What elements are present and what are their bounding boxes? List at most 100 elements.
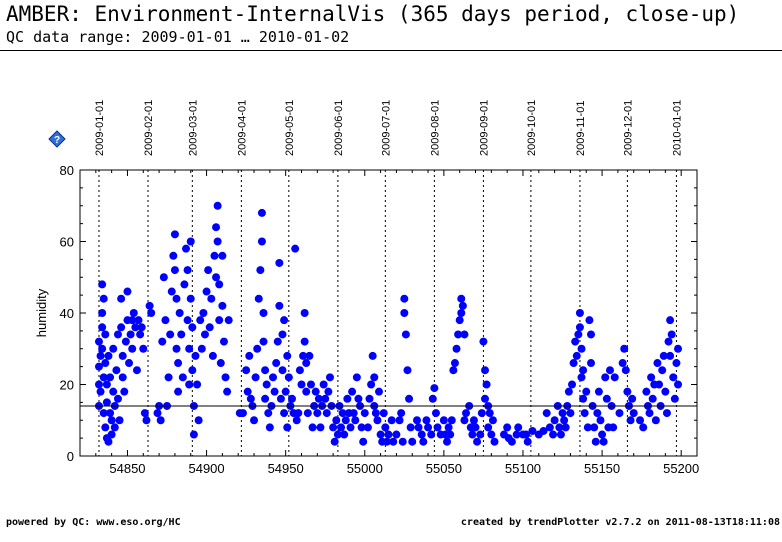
data-point [106,409,115,418]
data-point [121,337,130,346]
plot-frame [79,169,698,457]
data-point [189,430,198,439]
data-point [430,384,439,393]
data-point [528,426,537,435]
data-point [401,330,410,339]
data-point [577,373,586,382]
data-point [639,423,648,432]
data-point [457,309,466,317]
data-point [343,394,352,403]
data-point [572,351,581,360]
y-tick-label: 80 [60,163,74,178]
data-point [212,223,221,232]
data-point [276,394,285,403]
data-point [94,362,103,371]
data-point [199,309,208,317]
data-point [324,387,333,396]
data-point [593,409,602,418]
data-point [156,416,165,425]
data-point [620,344,629,353]
data-point [674,344,683,353]
data-point [313,409,322,418]
data-point [123,287,132,296]
date-marker-label: 2009-02-01 [143,100,155,156]
data-point [94,337,103,346]
data-point [419,437,428,446]
data-point [348,387,357,396]
data-point [666,351,675,360]
data-point [360,409,369,418]
date-marker-label: 2009-03-01 [187,100,199,156]
data-point [303,409,312,418]
data-point [621,366,630,375]
data-point [299,351,308,360]
data-point [446,430,455,439]
data-point [117,294,126,303]
data-point [257,237,266,246]
date-marker-label: 2009-09-01 [478,100,490,156]
data-point [479,337,488,346]
data-point [291,244,300,253]
data-point [669,373,678,382]
data-point [177,330,186,339]
data-point [128,316,137,325]
data-point [98,323,107,332]
data-point [283,351,292,360]
data-point [140,409,149,418]
data-point [109,344,118,353]
data-point [542,409,551,418]
data-point [278,330,287,339]
data-point [560,416,569,425]
data-point [623,387,632,396]
data-point [281,387,290,396]
data-point [297,380,306,389]
data-point [186,294,195,303]
data-point [262,380,271,389]
x-tick-label: 55200 [663,461,699,476]
data-point [642,387,651,396]
data-point [99,294,108,303]
data-point [395,416,404,425]
data-point [302,387,311,396]
data-point [427,430,436,439]
data-point [280,316,289,325]
x-tick-label: 55150 [584,461,620,476]
y-axis-label: humidity [34,288,49,337]
data-point [568,380,577,389]
data-point [384,430,393,439]
data-point [363,423,372,432]
date-marker-label: 2009-12-01 [622,100,634,156]
data-point [428,394,437,403]
data-point [406,423,415,432]
data-point [223,387,232,396]
data-point [488,416,497,425]
data-point [102,398,111,407]
data-point [583,423,592,432]
data-point [115,416,124,425]
data-point [99,373,108,382]
data-point [579,366,588,375]
data-point [329,423,338,432]
data-point [349,409,358,418]
data-point [571,337,580,346]
data-point [106,373,115,382]
data-point [191,351,200,360]
data-point [389,437,398,446]
help-diamond-icon[interactable]: ? [48,130,66,148]
data-point [468,430,477,439]
data-point [330,437,339,446]
data-point [596,416,605,425]
data-point [126,330,135,339]
y-tick-label: 0 [67,449,74,464]
data-point [256,266,265,275]
data-point [672,359,681,368]
data-point [238,409,247,418]
data-point [566,409,575,418]
data-point [251,373,260,382]
data-point [460,330,469,339]
data-point [134,316,143,325]
y-tick-label: 60 [60,235,74,250]
data-point [503,423,512,432]
data-point [471,423,480,432]
data-point [558,409,567,418]
